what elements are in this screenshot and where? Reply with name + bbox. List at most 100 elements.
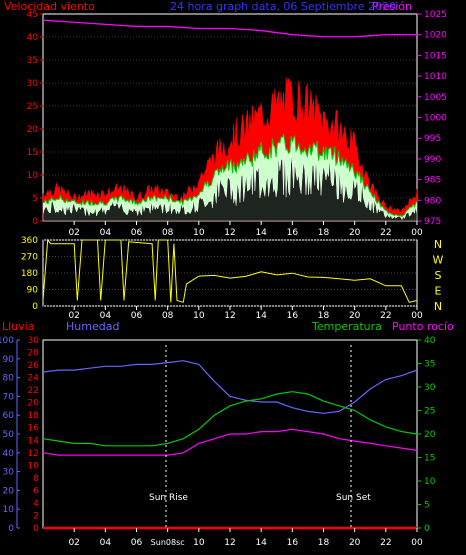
humidity-tick-label: 50 [3,430,15,440]
humidity-legend: Humedad [66,320,119,333]
wind-mean-line [42,132,418,218]
time-bottom-tick-label: 02 [68,538,79,548]
wind-direction-line [42,238,418,303]
time-axis-bottom: 02 04 06 Sun08sc 10 12 14 16 18 20 22 00 [68,528,423,548]
time-axis-top: 02 04 06 08 10 12 14 16 18 20 22 00 [68,221,423,238]
pressure-legend: Presión [372,0,412,13]
time-top-tick-label: 08 [162,228,174,238]
wind-speed-tick-label: 15 [27,148,38,158]
humidity-tick-label: 10 [3,505,15,515]
rain-tick-label: 28 [28,349,40,359]
wind-speed-tick-label: 20 [27,125,39,135]
time-top-tick-label: 12 [224,228,235,238]
rain-tick-label: 12 [28,449,39,459]
time-top-tick-label: 04 [100,228,112,238]
time-top-tick-label: 22 [380,228,391,238]
rain-tick-label: 4 [33,499,39,509]
temperature-tick-label: 40 [424,336,436,346]
humidity-tick-label: 40 [3,449,15,459]
temperature-tick-label: 20 [424,430,436,440]
compass-label-s: S [435,269,442,282]
wind-pressure-series [42,19,418,222]
time-bottom-tick-label: 12 [224,538,235,548]
humidity-tick-label: 70 [3,392,15,402]
sunset-label: Sun Set [336,493,371,503]
time-mid-tick-label: 10 [193,311,205,321]
temperature-tick-label: 5 [424,501,430,511]
dewpoint-legend: Punto rocío [392,320,454,333]
series-punto-roc-o [42,428,418,456]
pressure-tick-label: 1025 [424,10,447,20]
wind-speed-tick-label: 30 [27,79,39,89]
time-top-tick-label: 06 [131,228,143,238]
temperature-tick-label: 15 [424,454,435,464]
wind-speed-tick-label: 0 [32,217,38,227]
time-bottom-tick-label: Sun08sc [151,538,185,547]
rain-tick-label: 10 [28,461,40,471]
pressure-tick-label: 980 [424,196,441,206]
rain-tick-label: 20 [28,399,40,409]
rain-legend: Lluvia [2,320,34,333]
temperature-tick-label: 35 [424,360,435,370]
time-mid-tick-label: 14 [255,311,267,321]
time-top-tick-label: 20 [349,228,361,238]
time-bottom-tick-label: 18 [318,538,330,548]
direction-tick-label: 0 [32,302,38,312]
wind-lull-area [42,150,418,222]
wind-speed-tick-label: 40 [27,33,39,43]
humidity-axis: 0 10 20 30 40 50 60 70 80 90 100 [0,336,20,534]
temperature-tick-label: 25 [424,407,435,417]
humidity-tick-label: 80 [3,374,15,384]
pressure-line [42,19,417,38]
pressure-tick-label: 990 [424,155,441,165]
time-mid-tick-label: 12 [224,311,235,321]
compass-label-n: N [434,300,442,313]
time-bottom-tick-label: 20 [349,538,361,548]
time-bottom-tick-label: 22 [380,538,391,548]
time-bottom-tick-label: 00 [411,538,423,548]
sunrise-label: Sun Rise [149,493,188,503]
compass-label-e: E [435,285,442,298]
time-mid-tick-label: 22 [380,311,391,321]
time-mid-tick-label: 02 [68,311,79,321]
direction-degrees-axis: 0 90 180 270 360 [21,236,38,312]
pressure-tick-label: 1010 [424,72,447,82]
direction-tick-label: 90 [27,286,39,296]
time-top-tick-label: 14 [255,228,267,238]
direction-tick-label: 180 [21,269,38,279]
time-bottom-tick-label: 16 [287,538,299,548]
pressure-tick-label: 1000 [424,114,447,124]
pressure-tick-label: 1005 [424,93,447,103]
time-top-tick-label: 16 [287,228,299,238]
wind-direction-series [42,238,418,303]
time-mid-tick-label: 04 [100,311,112,321]
rain-tick-label: 2 [33,511,39,521]
pressure-tick-label: 985 [424,176,441,186]
compass-label-w: W [433,254,444,267]
time-mid-tick-label: 08 [162,311,174,321]
rain-tick-label: 26 [28,361,40,371]
rain-tick-label: 0 [33,524,39,534]
humidity-tick-label: 60 [3,411,15,421]
time-top-tick-label: 00 [411,228,423,238]
rain-tick-label: 16 [28,424,40,434]
temperature-legend: Temperatura [311,320,382,333]
time-axis-mid: 02 04 06 08 10 12 14 16 18 20 22 00 [68,306,423,321]
humidity-tick-label: 0 [8,524,14,534]
rain-tick-label: 8 [33,474,39,484]
time-mid-tick-label: 18 [318,311,330,321]
wind-speed-legend: Velocidad viento [4,0,95,13]
wind-speed-tick-label: 45 [27,10,38,20]
humidity-tick-label: 20 [3,486,15,496]
humidity-tick-label: 30 [3,468,15,478]
pressure-tick-label: 975 [424,217,441,227]
temperature-tick-label: 0 [424,524,430,534]
time-mid-tick-label: 06 [131,311,143,321]
time-top-tick-label: 18 [318,228,330,238]
time-bottom-tick-label: 04 [100,538,112,548]
series-temperatura [42,391,418,447]
humidity-tick-label: 100 [0,336,14,346]
wind-speed-tick-label: 35 [27,56,38,66]
